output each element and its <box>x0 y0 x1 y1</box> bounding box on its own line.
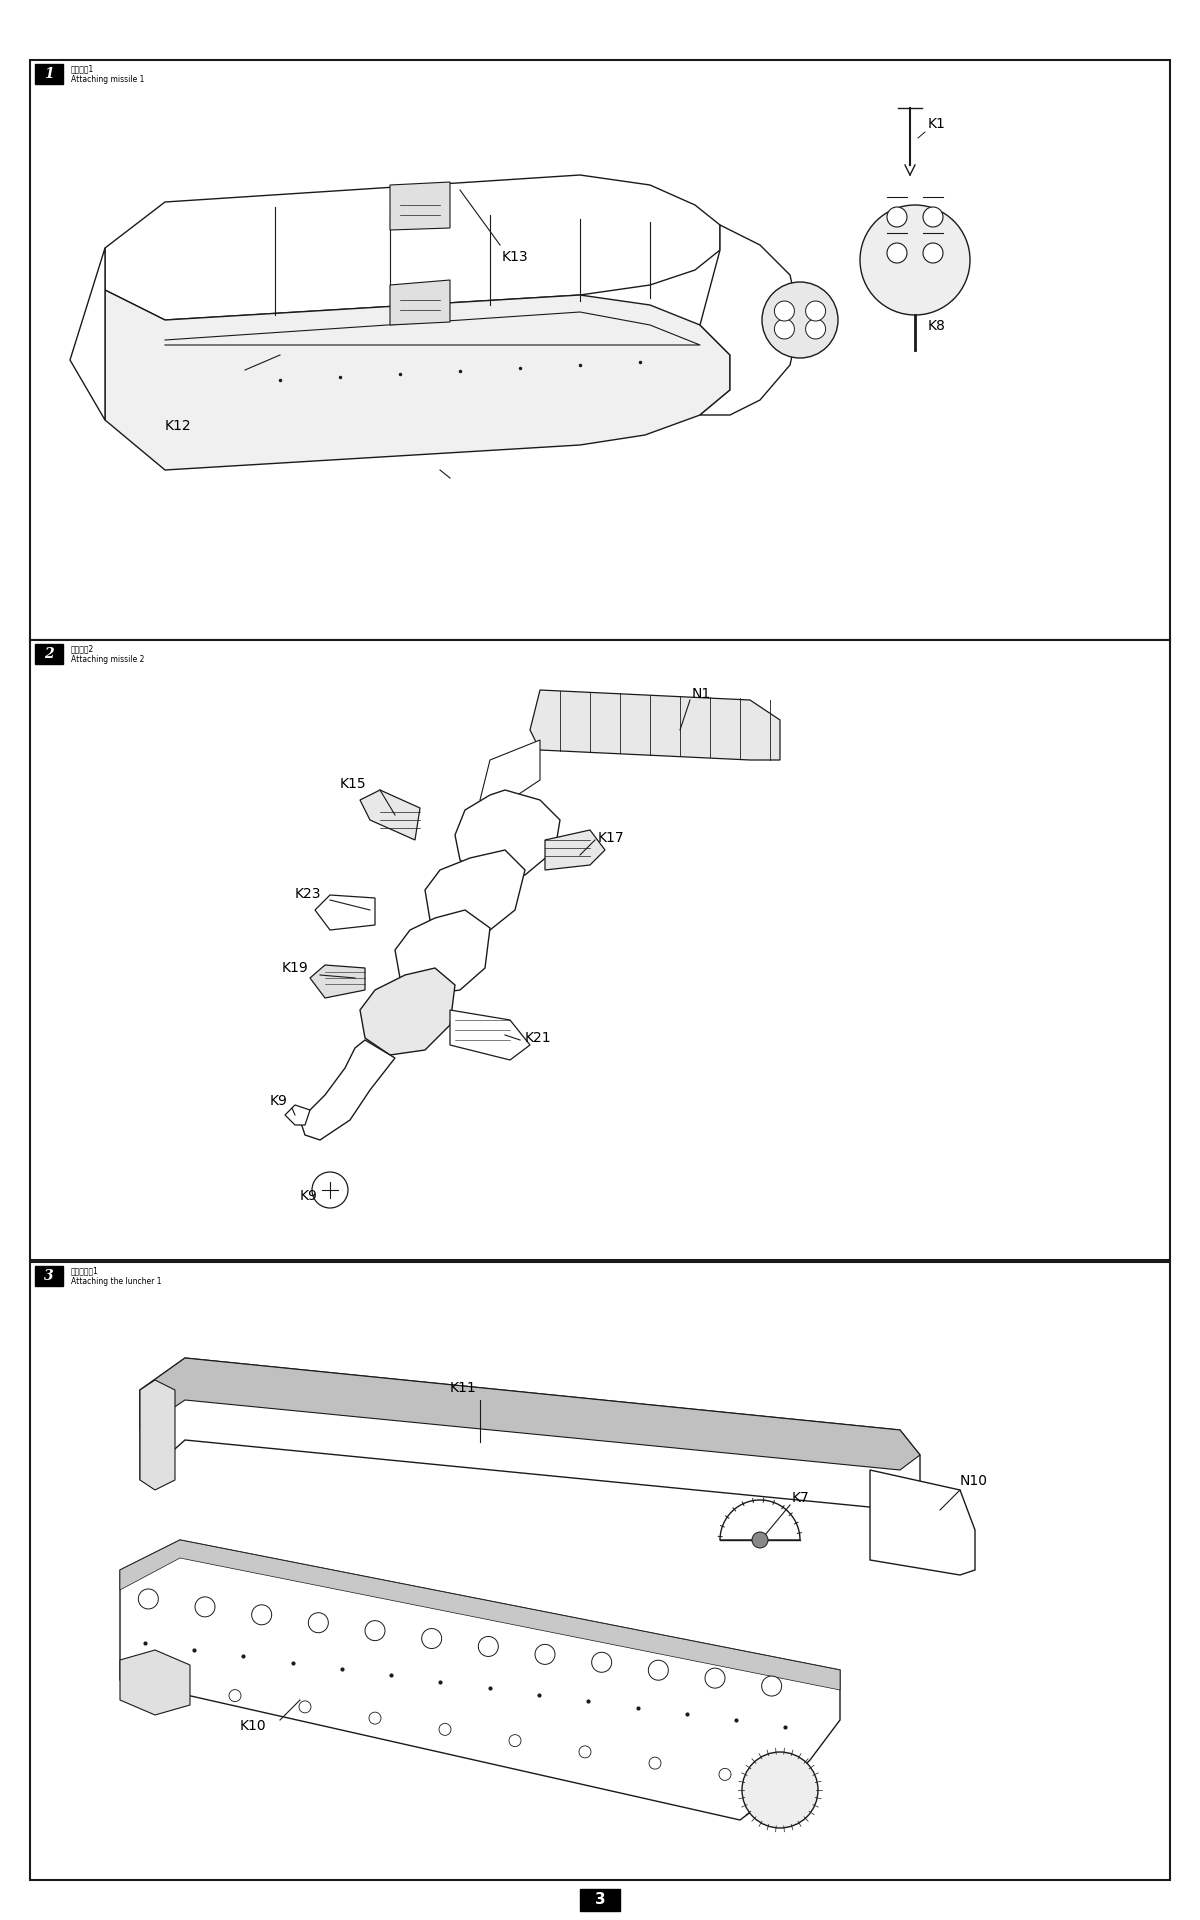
Circle shape <box>706 1668 725 1688</box>
Circle shape <box>509 1734 521 1747</box>
Circle shape <box>805 301 826 321</box>
Text: K11: K11 <box>450 1380 476 1396</box>
Polygon shape <box>530 689 780 760</box>
Polygon shape <box>70 248 106 420</box>
Circle shape <box>860 205 970 315</box>
Text: 1: 1 <box>44 67 54 81</box>
Bar <box>35 1265 64 1286</box>
Polygon shape <box>700 225 800 415</box>
Text: Attaching missile 1: Attaching missile 1 <box>71 75 144 84</box>
Text: K1: K1 <box>928 117 946 131</box>
Circle shape <box>805 319 826 340</box>
Bar <box>35 643 64 664</box>
Polygon shape <box>300 1041 395 1140</box>
Circle shape <box>252 1605 271 1624</box>
Text: K12: K12 <box>166 419 192 434</box>
Bar <box>30 639 1170 1260</box>
Polygon shape <box>120 1649 190 1715</box>
Polygon shape <box>314 895 374 929</box>
Text: Attaching missile 2: Attaching missile 2 <box>71 655 144 664</box>
Circle shape <box>752 1532 768 1548</box>
Circle shape <box>762 1676 781 1695</box>
Polygon shape <box>545 829 605 870</box>
Polygon shape <box>450 1010 530 1060</box>
Circle shape <box>742 1753 818 1828</box>
Circle shape <box>592 1653 612 1672</box>
Polygon shape <box>390 182 450 230</box>
Circle shape <box>887 207 907 227</box>
Polygon shape <box>140 1380 175 1490</box>
Bar <box>30 1261 1170 1880</box>
Circle shape <box>923 207 943 227</box>
Text: N10: N10 <box>960 1475 988 1488</box>
Circle shape <box>774 301 794 321</box>
Text: 导弹组裈1: 导弹组裈1 <box>71 65 95 73</box>
Bar <box>580 1889 620 1910</box>
Bar <box>35 63 64 84</box>
Circle shape <box>312 1171 348 1208</box>
Circle shape <box>479 1636 498 1657</box>
Text: Attaching the luncher 1: Attaching the luncher 1 <box>71 1277 162 1286</box>
Circle shape <box>762 282 838 357</box>
Circle shape <box>194 1597 215 1617</box>
Polygon shape <box>106 290 730 470</box>
Text: K21: K21 <box>526 1031 552 1044</box>
Circle shape <box>535 1644 554 1665</box>
Text: K7: K7 <box>792 1492 810 1505</box>
Polygon shape <box>425 851 526 935</box>
Text: 发射架组裈1: 发射架组裈1 <box>71 1267 98 1275</box>
Circle shape <box>648 1661 668 1680</box>
Text: K23: K23 <box>295 887 322 900</box>
Text: 导弹组裈2: 导弹组裈2 <box>71 645 95 653</box>
Text: K19: K19 <box>282 962 308 975</box>
Circle shape <box>439 1724 451 1736</box>
Polygon shape <box>360 789 420 841</box>
Polygon shape <box>480 739 540 810</box>
Polygon shape <box>310 966 365 998</box>
Text: K13: K13 <box>502 250 529 265</box>
Text: K10: K10 <box>240 1718 266 1734</box>
Text: 2: 2 <box>44 647 54 660</box>
Circle shape <box>365 1620 385 1640</box>
Circle shape <box>138 1590 158 1609</box>
Polygon shape <box>360 968 455 1054</box>
Bar <box>30 60 1170 639</box>
Polygon shape <box>395 910 490 995</box>
Polygon shape <box>140 1357 920 1509</box>
Circle shape <box>887 244 907 263</box>
Polygon shape <box>140 1357 920 1471</box>
Circle shape <box>774 319 794 340</box>
Circle shape <box>308 1613 329 1632</box>
Circle shape <box>370 1713 382 1724</box>
Wedge shape <box>720 1500 800 1540</box>
Circle shape <box>923 244 943 263</box>
Circle shape <box>421 1628 442 1649</box>
Circle shape <box>580 1745 592 1759</box>
Polygon shape <box>390 280 450 324</box>
Text: 3: 3 <box>44 1269 54 1283</box>
Polygon shape <box>106 175 720 321</box>
Text: 3: 3 <box>595 1893 605 1907</box>
Polygon shape <box>120 1540 840 1820</box>
Circle shape <box>229 1690 241 1701</box>
Text: K15: K15 <box>340 778 367 791</box>
Text: N1: N1 <box>692 687 712 701</box>
Text: K9: K9 <box>300 1188 318 1204</box>
Polygon shape <box>870 1471 974 1574</box>
Circle shape <box>719 1768 731 1780</box>
Polygon shape <box>286 1106 310 1125</box>
Text: K17: K17 <box>598 831 625 845</box>
Polygon shape <box>455 789 560 879</box>
Polygon shape <box>120 1540 840 1690</box>
Text: K9: K9 <box>270 1094 288 1108</box>
Text: K8: K8 <box>928 319 946 332</box>
Circle shape <box>649 1757 661 1768</box>
Circle shape <box>299 1701 311 1713</box>
